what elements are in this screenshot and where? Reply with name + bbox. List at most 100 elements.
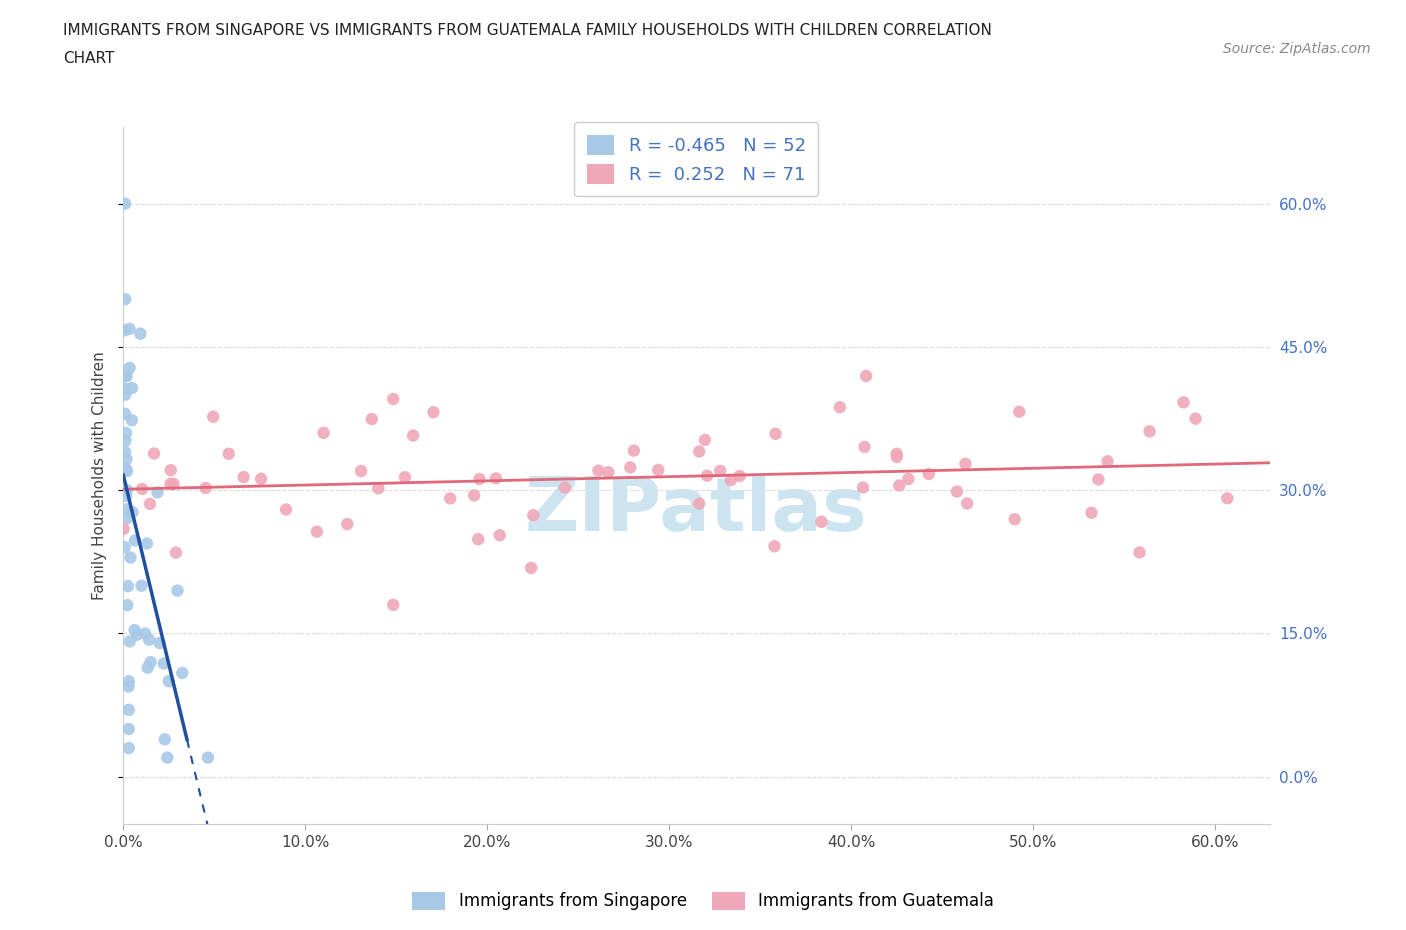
Point [162, 476, 184, 491]
Point [121, 505, 143, 520]
Point [1173, 395, 1195, 410]
Point [134, 626, 156, 641]
Point [124, 533, 146, 548]
Point [709, 463, 731, 478]
Point [115, 483, 138, 498]
Point [1128, 545, 1150, 560]
Point [367, 481, 389, 496]
Point [763, 538, 786, 553]
Point [152, 656, 174, 671]
Point [118, 722, 141, 737]
Point [131, 578, 153, 593]
Point [485, 471, 508, 485]
Point [336, 517, 359, 532]
Point [172, 666, 194, 681]
Point [115, 425, 138, 440]
Point [886, 446, 908, 461]
Text: CHART: CHART [63, 51, 115, 66]
Point [124, 623, 146, 638]
Point [232, 470, 254, 485]
Point [125, 628, 148, 643]
Point [467, 532, 489, 547]
Legend: Immigrants from Singapore, Immigrants from Guatemala: Immigrants from Singapore, Immigrants fr… [405, 885, 1001, 917]
Point [115, 452, 138, 467]
Point [402, 428, 425, 443]
Point [360, 412, 382, 427]
Point [153, 732, 176, 747]
Point [146, 485, 169, 499]
Text: Source: ZipAtlas.com: Source: ZipAtlas.com [1223, 42, 1371, 56]
Point [886, 449, 908, 464]
Point [439, 491, 461, 506]
Point [463, 488, 485, 503]
Point [121, 380, 143, 395]
Point [118, 740, 141, 755]
Point [114, 433, 136, 448]
Point [131, 482, 153, 497]
Point [139, 655, 162, 670]
Point [159, 463, 181, 478]
Point [159, 476, 181, 491]
Point [598, 465, 620, 480]
Point [1216, 491, 1239, 506]
Point [918, 467, 941, 482]
Point [118, 322, 141, 337]
Point [853, 440, 876, 455]
Point [143, 446, 166, 461]
Point [312, 425, 335, 440]
Point [554, 480, 576, 495]
Point [120, 550, 142, 565]
Point [422, 405, 444, 419]
Point [350, 463, 373, 478]
Point [728, 469, 751, 484]
Point [166, 583, 188, 598]
Point [156, 751, 179, 765]
Point [688, 444, 710, 458]
Point [121, 413, 143, 428]
Point [117, 578, 139, 593]
Point [1080, 505, 1102, 520]
Point [112, 381, 135, 396]
Point [118, 702, 141, 717]
Point [1184, 411, 1206, 426]
Point [946, 484, 969, 498]
Point [197, 751, 219, 765]
Text: ZIPatlas: ZIPatlas [524, 474, 868, 547]
Point [520, 561, 543, 576]
Point [118, 361, 141, 376]
Point [897, 472, 920, 486]
Point [138, 632, 160, 647]
Point [810, 514, 832, 529]
Point [202, 409, 225, 424]
Point [382, 597, 405, 612]
Point [115, 368, 138, 383]
Point [765, 426, 787, 441]
Point [394, 470, 416, 485]
Point [157, 673, 180, 688]
Point [114, 445, 136, 459]
Point [114, 368, 136, 383]
Point [382, 392, 405, 406]
Point [115, 488, 138, 503]
Point [139, 497, 162, 512]
Point [688, 497, 710, 512]
Point [218, 446, 240, 461]
Point [117, 511, 139, 525]
Point [522, 508, 544, 523]
Point [115, 502, 138, 517]
Point [118, 673, 141, 688]
Point [112, 522, 135, 537]
Point [114, 406, 136, 421]
Y-axis label: Family Households with Children: Family Households with Children [93, 352, 107, 600]
Point [114, 196, 136, 211]
Point [112, 323, 135, 338]
Point [889, 478, 911, 493]
Point [956, 496, 979, 511]
Point [955, 457, 977, 472]
Point [274, 502, 297, 517]
Legend: R = -0.465   N = 52, R =  0.252   N = 71: R = -0.465 N = 52, R = 0.252 N = 71 [575, 123, 818, 196]
Point [623, 444, 645, 458]
Point [114, 539, 136, 554]
Point [194, 481, 217, 496]
Point [1097, 454, 1119, 469]
